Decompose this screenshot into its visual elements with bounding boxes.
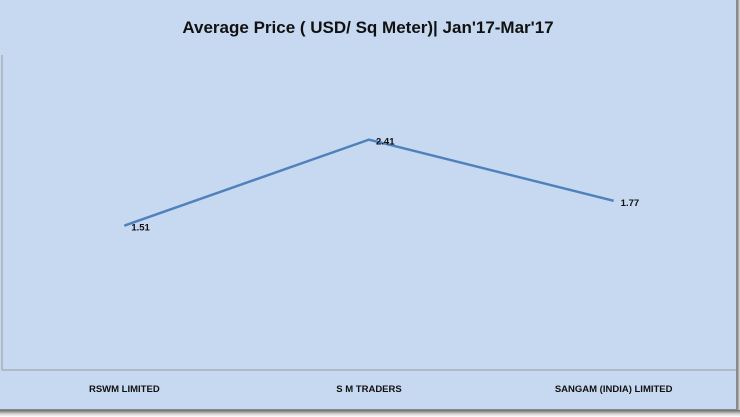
data-label: 1.77 xyxy=(621,198,640,209)
line-chart: 1.51 2.41 1.77 RSWM LIMITED S M TRADERS SANGA… xyxy=(1,55,736,395)
x-tick-label: S M TRADERS xyxy=(336,384,401,395)
data-label: 1.51 xyxy=(131,223,150,234)
series-line xyxy=(123,138,614,227)
frame-shadow-bottom xyxy=(0,410,740,417)
data-label: 2.41 xyxy=(376,137,395,148)
x-tick-label: RSWM LIMITED xyxy=(89,384,160,395)
plot-area: Average Price ( USD/ Sq Meter)| Jan'17-M… xyxy=(0,0,737,410)
x-tick-label: SANGAM (INDIA) LIMITED xyxy=(555,384,673,395)
frame-shadow-right xyxy=(737,0,740,410)
chart-title: Average Price ( USD/ Sq Meter)| Jan'17-M… xyxy=(182,18,554,37)
